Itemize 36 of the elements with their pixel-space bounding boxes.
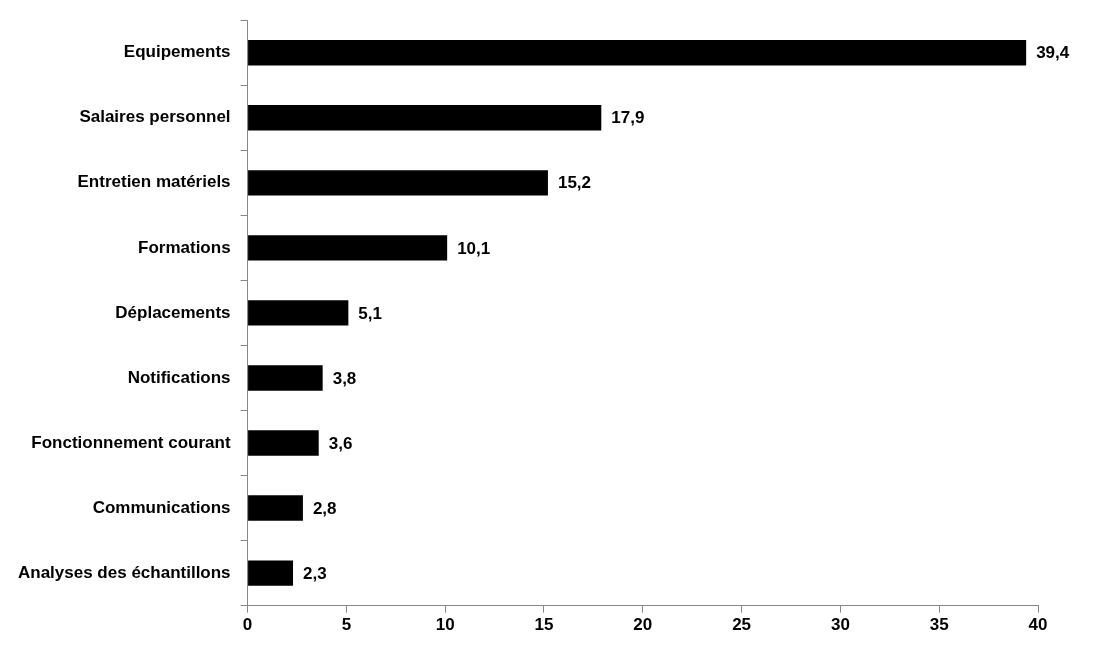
x-tick-label: 20 [633,615,653,635]
bar [248,430,319,456]
data-label: 5,1 [358,303,382,323]
data-label: 3,8 [332,368,357,388]
y-tick-label: Equipements [123,42,231,62]
x-tick-label: 35 [929,615,949,635]
bar [248,300,349,326]
data-label: 2,3 [303,563,327,583]
bar [248,105,602,131]
bar [248,560,294,586]
y-tick-label: Déplacements [115,302,231,322]
y-tick-label: Notifications [127,367,231,387]
y-tick-label: Fonctionnement courant [31,432,231,452]
bar [248,235,448,261]
x-tick-label: 25 [732,615,752,635]
y-tick-label: Entretien matériels [77,172,231,192]
data-label: 3,6 [328,433,353,453]
y-tick-label: Analyses des échantillons [17,562,231,582]
bar [248,495,303,521]
data-label: 15,2 [557,173,592,193]
bar [248,365,323,391]
y-tick-label: Communications [92,497,231,517]
x-tick-label: 40 [1028,615,1048,635]
x-tick-label: 10 [435,615,455,635]
bar [248,40,1027,66]
data-label: 39,4 [1036,43,1070,63]
x-tick-label: 5 [341,615,352,635]
data-label: 10,1 [457,238,491,258]
y-tick-label: Salaires personnel [79,107,231,127]
bar [248,170,548,196]
x-tick-label: 15 [534,615,554,635]
y-tick-label: Formations [138,237,231,257]
x-tick-label: 0 [242,615,253,635]
data-label: 17,9 [611,108,645,128]
x-tick-label: 30 [830,615,850,635]
data-label: 2,8 [312,498,337,518]
